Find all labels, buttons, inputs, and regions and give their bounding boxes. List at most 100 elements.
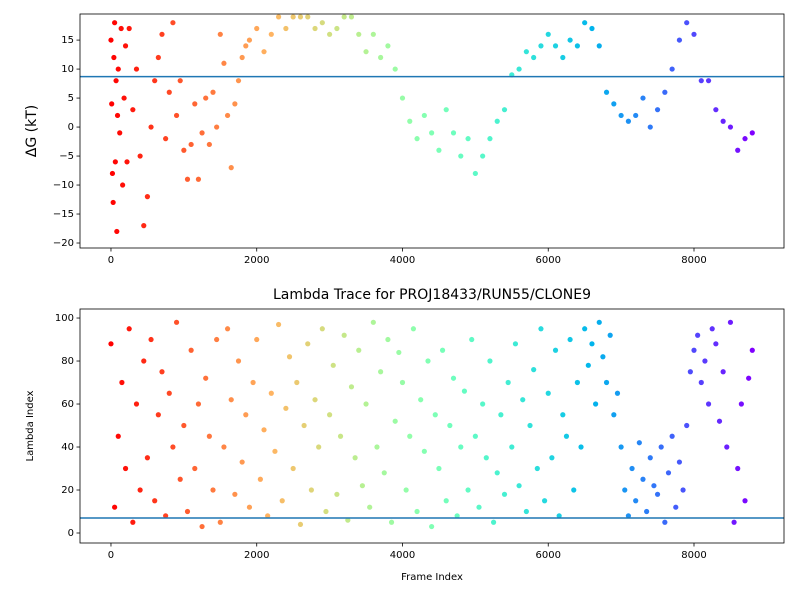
point: [669, 66, 675, 72]
point: [330, 362, 336, 368]
point: [254, 336, 260, 343]
point: [385, 336, 391, 343]
point: [720, 369, 726, 375]
axes-frame: [79, 13, 785, 249]
point: [144, 194, 151, 200]
point: [607, 332, 613, 338]
point: [115, 66, 121, 72]
point: [574, 43, 580, 49]
point: [705, 401, 712, 407]
point: [720, 118, 726, 124]
point: [407, 118, 413, 124]
point: [283, 405, 289, 411]
point: [188, 141, 194, 148]
point: [188, 347, 194, 353]
point: [345, 517, 351, 523]
point: [137, 153, 143, 159]
point: [392, 66, 398, 72]
y-tick-label: 20: [61, 485, 74, 496]
point: [567, 336, 573, 343]
point: [181, 147, 187, 153]
point: [192, 101, 198, 107]
point: [374, 444, 380, 450]
point: [563, 433, 570, 439]
point: [414, 136, 420, 142]
y-tick-label: −5: [59, 151, 74, 162]
point: [403, 487, 409, 493]
point: [316, 444, 322, 450]
point: [407, 433, 413, 439]
point: [224, 112, 231, 119]
point: [203, 375, 209, 381]
point: [432, 412, 438, 418]
point: [334, 25, 340, 32]
point: [159, 369, 165, 375]
point: [749, 130, 755, 136]
y-tick-label: 40: [61, 442, 74, 453]
point: [177, 78, 183, 84]
point: [520, 397, 526, 403]
point: [487, 136, 493, 142]
point: [618, 444, 624, 450]
point: [450, 375, 457, 381]
point: [676, 459, 683, 465]
axes-frame: [79, 308, 785, 544]
point: [217, 31, 223, 37]
point: [589, 25, 595, 32]
point: [214, 336, 220, 343]
point: [203, 95, 209, 101]
point: [199, 130, 205, 136]
point: [115, 433, 121, 439]
y-tick-label: −10: [53, 180, 74, 191]
point: [545, 31, 551, 37]
point: [388, 519, 395, 525]
point: [378, 54, 384, 61]
point: [443, 107, 449, 113]
y-tick-label: −15: [53, 209, 74, 220]
point: [268, 390, 274, 396]
point: [538, 43, 544, 49]
x-tick-label: 6000: [536, 255, 561, 266]
point: [305, 341, 311, 347]
point: [109, 101, 115, 107]
point: [669, 433, 675, 439]
point: [261, 427, 267, 433]
point: [268, 31, 274, 37]
point: [181, 422, 187, 429]
point: [221, 444, 227, 450]
point: [327, 412, 333, 418]
point: [363, 401, 369, 407]
point: [691, 347, 697, 353]
point: [494, 470, 500, 476]
point: [629, 465, 635, 472]
point: [695, 332, 701, 338]
point: [429, 130, 435, 136]
point: [687, 369, 693, 375]
point: [698, 379, 704, 386]
point: [323, 508, 329, 515]
point: [114, 112, 121, 119]
point: [254, 25, 260, 32]
point: [166, 390, 172, 396]
point: [450, 130, 457, 136]
point: [184, 508, 191, 515]
point: [199, 523, 205, 530]
point: [301, 422, 307, 429]
point: [312, 397, 318, 403]
point: [421, 448, 427, 454]
y-tick-label: −20: [53, 238, 74, 249]
point: [611, 412, 617, 418]
point: [290, 465, 296, 472]
point: [348, 384, 355, 390]
point: [680, 487, 686, 493]
point: [363, 49, 369, 55]
point: [279, 498, 285, 504]
y-tick-label: 10: [61, 64, 74, 75]
point: [578, 444, 584, 450]
point: [512, 341, 519, 347]
point: [625, 513, 632, 519]
point: [505, 379, 511, 386]
y-axis-label: ΔG (kT): [24, 105, 40, 157]
point: [232, 491, 238, 497]
point: [297, 521, 304, 528]
